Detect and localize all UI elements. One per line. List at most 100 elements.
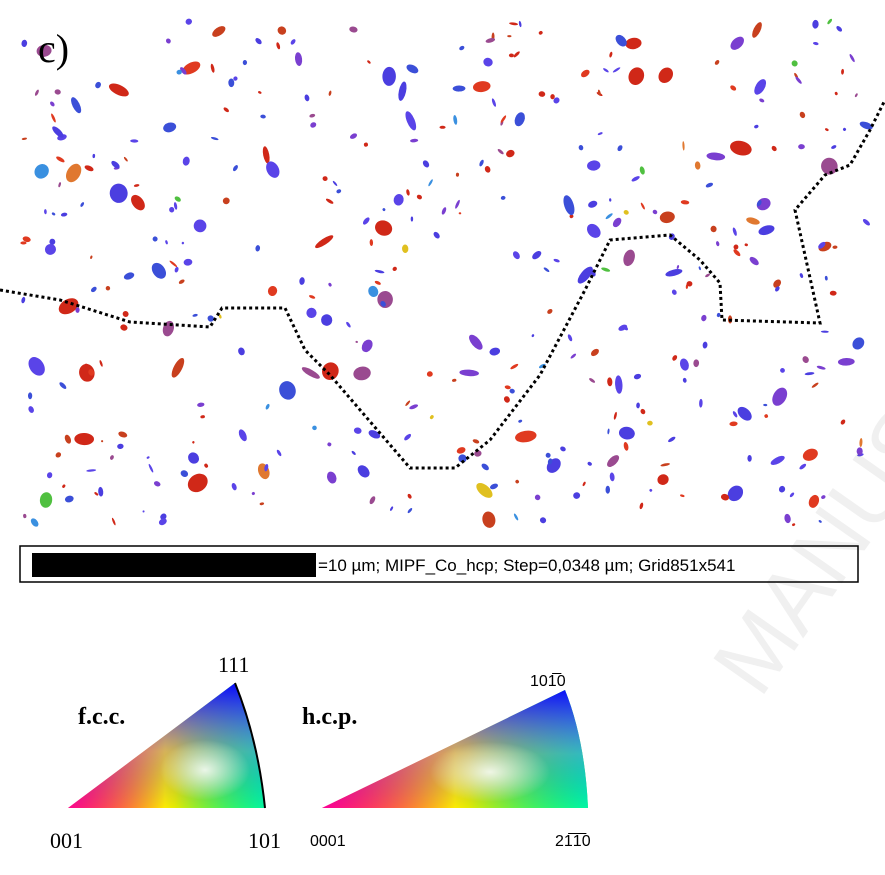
grain: [169, 260, 178, 268]
grain: [165, 38, 171, 44]
grain: [476, 482, 493, 498]
grain: [694, 161, 701, 170]
grain: [353, 427, 362, 434]
grain: [618, 324, 628, 331]
grain: [49, 238, 56, 245]
grain: [680, 200, 690, 205]
grain: [612, 67, 621, 73]
grain: [62, 484, 66, 488]
grain: [514, 112, 525, 127]
grain: [178, 279, 185, 284]
grain: [671, 289, 677, 295]
grain: [75, 307, 80, 313]
grain: [665, 269, 683, 277]
grain: [133, 184, 140, 187]
grain: [771, 145, 777, 152]
grain: [410, 138, 419, 143]
grain: [312, 425, 317, 431]
grain: [657, 474, 669, 485]
grain: [607, 455, 620, 467]
grain: [355, 340, 358, 343]
grain: [539, 517, 547, 524]
grain: [772, 387, 788, 406]
grain: [623, 249, 635, 267]
grain: [369, 496, 376, 505]
grain: [71, 97, 82, 114]
grain: [615, 34, 627, 47]
grain: [518, 419, 523, 423]
grain: [756, 200, 762, 207]
grain: [587, 160, 601, 171]
grain: [325, 198, 334, 204]
watermark: MANUSCRIPT: [694, 167, 885, 712]
grain: [472, 81, 491, 93]
grain: [90, 286, 97, 293]
grain: [228, 78, 235, 88]
grain: [88, 369, 95, 376]
grain: [142, 510, 145, 513]
panel-label: c): [38, 26, 69, 71]
grain: [276, 449, 282, 457]
grain: [34, 164, 49, 179]
grain: [587, 461, 592, 466]
grain: [607, 428, 610, 435]
grain: [859, 121, 873, 130]
grain: [299, 277, 305, 285]
grain: [279, 381, 296, 400]
grain: [39, 492, 53, 508]
grain: [180, 67, 187, 75]
grain: [322, 362, 339, 380]
grain: [328, 90, 332, 96]
grain: [509, 388, 515, 394]
grain: [309, 295, 316, 299]
grain: [859, 437, 863, 448]
grain: [22, 236, 31, 243]
grain: [222, 197, 230, 205]
grain: [54, 89, 61, 95]
grain: [309, 113, 316, 118]
grain: [560, 446, 566, 452]
grain: [639, 166, 645, 175]
grain: [623, 442, 629, 451]
grain: [44, 243, 56, 255]
grain: [732, 411, 738, 418]
grain: [570, 353, 577, 359]
grain: [727, 485, 744, 502]
grain: [238, 347, 245, 356]
grain: [798, 144, 805, 150]
grain: [84, 165, 94, 172]
grain: [506, 149, 515, 158]
grain: [714, 60, 720, 65]
grain: [605, 485, 611, 494]
grain: [455, 199, 460, 209]
grain: [405, 400, 411, 407]
grain: [682, 141, 685, 151]
grain: [795, 76, 802, 84]
grain: [597, 89, 601, 96]
grain: [59, 382, 67, 389]
grain: [749, 256, 759, 266]
grain: [485, 38, 496, 43]
grain: [21, 137, 27, 140]
grain: [55, 452, 62, 458]
grain: [612, 217, 622, 228]
grain: [852, 337, 865, 350]
grain: [231, 482, 237, 491]
grain: [732, 227, 737, 236]
grain: [64, 434, 72, 444]
grain: [210, 137, 219, 141]
grain: [538, 91, 546, 97]
grain: [439, 125, 446, 129]
grain: [660, 463, 670, 467]
scale-bar: [32, 553, 316, 577]
grain: [628, 67, 645, 85]
grain: [105, 285, 111, 291]
grain: [791, 60, 798, 67]
grain: [484, 166, 491, 173]
grain: [474, 450, 482, 457]
grain: [836, 25, 843, 32]
grain: [111, 160, 120, 169]
grain: [452, 85, 466, 92]
grain: [500, 115, 507, 123]
grain: [832, 245, 838, 249]
